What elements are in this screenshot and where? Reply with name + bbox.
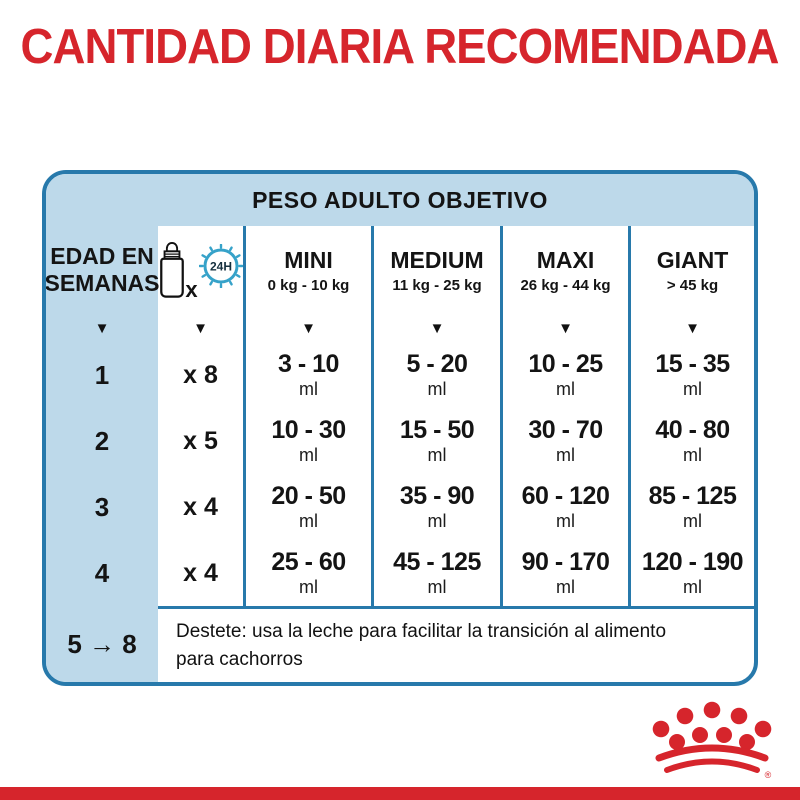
amount-cell: 25 - 60 ml	[243, 540, 371, 606]
bottle-multiplier-x: x	[185, 276, 198, 302]
down-arrow-icon: ▼	[685, 319, 700, 337]
amount-cell: 30 - 70 ml	[500, 408, 628, 474]
down-arrow-icon: ▼	[193, 319, 208, 337]
age-label-line1: EDAD EN	[50, 242, 154, 269]
arrow-cell: ▼	[500, 314, 628, 342]
age-column-header: EDAD EN SEMANAS	[44, 226, 160, 314]
feedings-cell: x 8	[183, 360, 218, 389]
column-header-mini: MINI 0 kg - 10 kg	[243, 226, 371, 314]
table-grid: EDAD EN SEMANAS x	[46, 226, 754, 682]
amount-cell: 10 - 25 ml	[500, 342, 628, 408]
amount-cell: 3 - 10 ml	[243, 342, 371, 408]
amount-cell: 35 - 90 ml	[371, 474, 500, 540]
arrow-cell: ▼	[243, 314, 371, 342]
feedings-cell: x 5	[183, 426, 218, 455]
baby-bottle-icon	[158, 240, 186, 305]
feeding-table: PESO ADULTO OBJETIVO EDAD EN SEMANAS x	[42, 170, 758, 686]
arrow-cell: ▼	[46, 314, 158, 342]
arrow-cell: ▼	[371, 314, 500, 342]
down-arrow-icon: ▼	[94, 319, 110, 337]
weaning-note-line2: para cachorros	[176, 648, 303, 670]
age-label-line2: SEMANAS	[44, 270, 160, 296]
amount-cell: 15 - 35 ml	[628, 342, 754, 408]
amount-cell: 120 - 190 ml	[628, 540, 754, 606]
page-title-wrap: CANTIDAD DIARIA RECOMENDADA	[0, 18, 800, 76]
down-arrow-icon: ▼	[429, 319, 445, 337]
down-arrow-icon: ▼	[558, 319, 573, 337]
weaning-week-cell: 5 → 8	[46, 606, 158, 682]
column-header-maxi: MAXI 26 kg - 44 kg	[500, 226, 628, 314]
amount-cell: 60 - 120 ml	[500, 474, 628, 540]
week-cell: 3	[46, 474, 158, 540]
amount-cell: 85 - 125 ml	[628, 474, 754, 540]
weaning-note-line1: Destete: usa la leche para facilitar la …	[176, 620, 667, 642]
clock-24h-label: 24H	[210, 259, 232, 273]
down-arrow-icon: ▼	[301, 319, 316, 337]
column-header-medium: MEDIUM 11 kg - 25 kg	[371, 226, 500, 314]
24h-clock-icon: 24H	[198, 243, 244, 293]
feedings-cell: x 4	[183, 492, 218, 521]
page-title: CANTIDAD DIARIA RECOMENDADA	[21, 20, 780, 74]
table-group-header: PESO ADULTO OBJETIVO	[46, 174, 754, 226]
amount-cell: 45 - 125 ml	[371, 540, 500, 606]
week-cell: 2	[46, 408, 158, 474]
week-cell: 1	[46, 342, 158, 408]
weaning-note: Destete: usa la leche para facilitar la …	[158, 606, 754, 682]
footer-red-bar	[0, 787, 800, 800]
amount-cell: 5 - 20 ml	[371, 342, 500, 408]
week-cell: 4	[46, 540, 158, 606]
bottle-clock-group: x 24H	[158, 236, 244, 305]
arrow-cell: ▼	[158, 314, 243, 342]
amount-cell: 40 - 80 ml	[628, 408, 754, 474]
arrow-cell: ▼	[628, 314, 754, 342]
column-header-giant: GIANT > 45 kg	[628, 226, 754, 314]
amount-cell: 10 - 30 ml	[243, 408, 371, 474]
royal-canin-crown-logo: ®	[650, 698, 774, 789]
amount-cell: 15 - 50 ml	[371, 408, 500, 474]
registered-mark: ®	[765, 770, 772, 780]
feedings-column-header: x 24H	[158, 226, 244, 314]
feedings-cell: x 4	[183, 558, 218, 587]
amount-cell: 20 - 50 ml	[243, 474, 371, 540]
amount-cell: 90 - 170 ml	[500, 540, 628, 606]
